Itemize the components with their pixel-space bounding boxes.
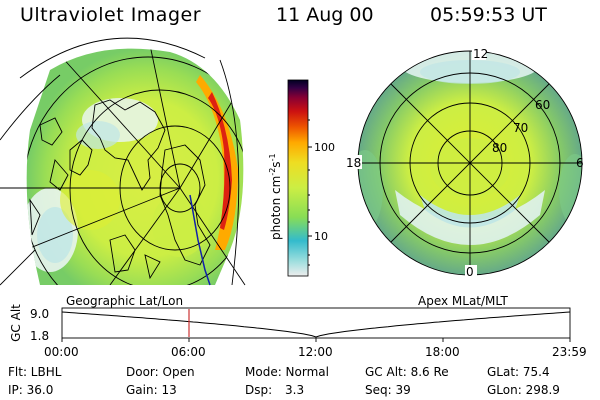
colorbar-tick-100: 100: [314, 141, 335, 154]
right-panel-label: Apex MLat/MLT: [418, 294, 508, 308]
dsp-label: Dsp:: [245, 383, 273, 397]
color-scale-bar: 100 10 photon cm-2s-1: [268, 79, 335, 277]
mlt-label-0: 0: [466, 265, 474, 279]
mlt-label-12: 12: [473, 47, 488, 61]
filter-readout: Flt: LBHL: [8, 365, 62, 379]
timeline-xtick-4: 23:59: [552, 345, 587, 359]
mlat-label-80: 80: [492, 141, 507, 155]
door-readout: Door: Open: [126, 365, 195, 379]
timeline-xtick-2: 12:00: [298, 345, 333, 359]
timeline-xtick-0: 00:00: [44, 345, 79, 359]
timeline-ytick-top: 9.0: [30, 307, 50, 321]
timeline-xtick-3: 18:00: [425, 345, 460, 359]
seq-readout: Seq: 39: [365, 383, 411, 397]
altitude-timeline: [61, 307, 571, 342]
timeline-xtick-1: 06:00: [171, 345, 206, 359]
left-panel-label: Geographic Lat/Lon: [66, 294, 184, 308]
mlt-label-6: 6: [576, 156, 584, 170]
date-readout: 11 Aug 00: [276, 4, 374, 26]
timeline-ytick-bottom: 1.8: [30, 329, 50, 343]
colorbar-unit: photon cm-2s-1: [268, 153, 283, 240]
timeline-ylabel: GC Alt: [9, 304, 23, 342]
glon-readout: GLon: 298.9: [487, 383, 560, 397]
glat-readout: GLat: 75.4: [487, 365, 550, 379]
ip-readout: IP: 36.0: [8, 383, 54, 397]
mlat-label-70: 70: [513, 121, 528, 135]
gain-readout: Gain: 13: [126, 383, 177, 397]
app-title: Ultraviolet Imager: [20, 4, 202, 26]
geographic-image: [0, 37, 246, 286]
time-readout: 05:59:53 UT: [430, 4, 547, 26]
mlt-label-18: 18: [346, 156, 361, 170]
gc-alt-readout: GC Alt: 8.6 Re: [365, 365, 449, 379]
colorbar-tick-10: 10: [314, 230, 328, 243]
dsp-value: 3.3: [285, 383, 305, 397]
magnetic-polar-image: 12 18 6 0 60 70 80: [344, 47, 584, 279]
mode-readout: Mode: Normal: [245, 365, 329, 379]
mlat-label-60: 60: [535, 98, 550, 112]
